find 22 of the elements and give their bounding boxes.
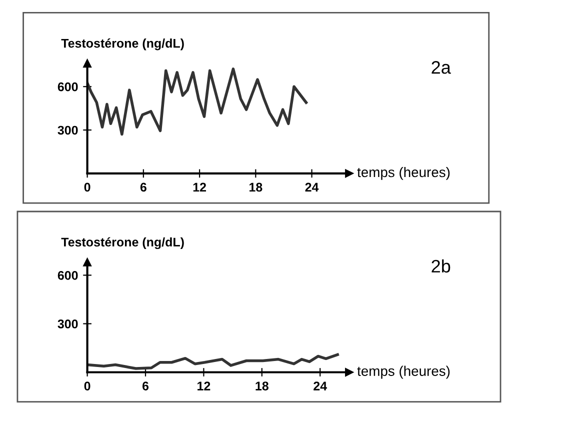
- line-series: [87, 68, 308, 136]
- x-tick-label: 0: [84, 182, 90, 192]
- text: 2b: [432, 259, 450, 273]
- x-tick-label: 18: [256, 382, 268, 390]
- text: 2a: [432, 61, 451, 74]
- x-tick-label: 0: [84, 382, 90, 390]
- x-tick-label: 18: [250, 182, 262, 192]
- y-axis-title: Testostérone (ng/dL): [61, 38, 184, 50]
- x-tick-label: 12: [198, 382, 210, 390]
- x-tick-label: 12: [193, 182, 206, 192]
- x-tick-label: 24: [314, 382, 327, 390]
- y-tick-label: 600: [58, 82, 78, 92]
- line-series: [87, 353, 339, 370]
- x-axis-title: temps (heures): [357, 366, 450, 379]
- x-tick-label: 24: [305, 182, 319, 192]
- y-tick-label: 300: [58, 126, 78, 135]
- y-tick-label: 600: [58, 271, 78, 280]
- x-tick-label: 6: [140, 182, 146, 192]
- x-axis-title: temps (heures): [357, 166, 450, 180]
- y-axis-title: Testostérone (ng/dL): [61, 237, 184, 250]
- y-tick-label: 300: [58, 320, 78, 328]
- x-tick-label: 6: [142, 382, 149, 390]
